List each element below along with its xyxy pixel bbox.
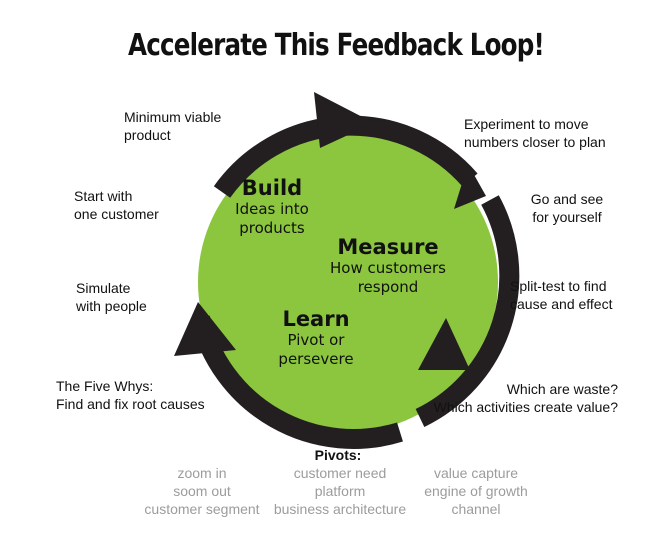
stage-measure-title: Measure [337, 235, 439, 259]
note-mvp-line1: Minimum viable [124, 109, 222, 125]
note-simulate-with-people: Simulate with people [76, 279, 147, 315]
note-experiment-line1: Experiment to move [464, 116, 589, 132]
note-go-see-line1: Go and see [530, 191, 604, 207]
note-experiment-line2: numbers closer to plan [464, 134, 606, 150]
pivot-option: business architecture [273, 501, 407, 517]
pivots-heading: Pivots: [314, 447, 362, 463]
note-one-customer-line1: Start with [74, 188, 133, 204]
note-go-see-line2: for yourself [532, 209, 602, 225]
stage-learn-line2: persevere [278, 350, 354, 368]
note-five-whys-line2: Find and fix root causes [56, 396, 205, 412]
pivot-option: channel [451, 501, 501, 517]
pivot-option: platform [314, 483, 366, 499]
pivots-column-2: customer need platform business architec… [268, 464, 412, 518]
note-five-whys: The Five Whys: Find and fix root causes [56, 377, 205, 413]
pivot-option: soom out [173, 483, 231, 499]
stage-build-line2: products [239, 219, 305, 237]
note-simulate-line2: with people [76, 298, 147, 314]
note-minimum-viable-product: Minimum viable product [124, 108, 221, 144]
note-start-with-one-customer: Start with one customer [74, 187, 159, 223]
stage-measure-line2: respond [357, 278, 419, 296]
pivot-option: customer segment [144, 501, 260, 517]
pivot-option: value capture [433, 465, 519, 481]
note-simulate-line1: Simulate [76, 280, 131, 296]
arrowhead-build-to-measure [454, 164, 486, 209]
stage-learn-line1: Pivot or [287, 331, 345, 349]
stage-measure-line1: How customers [330, 259, 446, 277]
pivots-column-3: value capture engine of growth channel [418, 464, 534, 518]
arrow-measure-to-learn [415, 195, 520, 428]
stage-measure: Measure How customers respond [318, 235, 458, 297]
note-mvp-line2: product [124, 127, 171, 143]
loop-circle [198, 132, 498, 432]
note-split-test-line2: cause and effect [510, 296, 613, 312]
arrowhead-top [314, 92, 374, 148]
pivot-option: engine of growth [424, 483, 528, 499]
note-experiment: Experiment to move numbers closer to pla… [464, 115, 606, 151]
note-one-customer-line2: one customer [74, 206, 159, 222]
note-which-are-waste: Which are waste? Which activities create… [420, 380, 618, 416]
note-waste-line1: Which are waste? [506, 381, 618, 397]
note-go-and-see: Go and see for yourself [520, 190, 614, 226]
page-title: Accelerate This Feedback Loop! [128, 28, 545, 63]
stage-build: Build Ideas into products [222, 176, 322, 238]
stage-build-line1: Ideas into [235, 200, 309, 218]
pivot-option: zoom in [177, 465, 227, 481]
note-waste-line2: Which activities create value? [433, 399, 618, 415]
stage-learn-title: Learn [282, 307, 350, 331]
note-five-whys-heading: The Five Whys: [56, 378, 154, 394]
stage-learn: Learn Pivot or persevere [266, 307, 366, 369]
note-split-test: Split-test to find cause and effect [510, 277, 612, 313]
pivots-column-1: zoom in soom out customer segment [140, 464, 264, 518]
pivot-option: customer need [293, 465, 387, 481]
arrowhead-learn-to-build [174, 302, 236, 356]
arrowhead-measure-to-learn [418, 318, 470, 370]
stage-build-title: Build [241, 176, 303, 200]
note-split-test-line1: Split-test to find [510, 278, 607, 294]
